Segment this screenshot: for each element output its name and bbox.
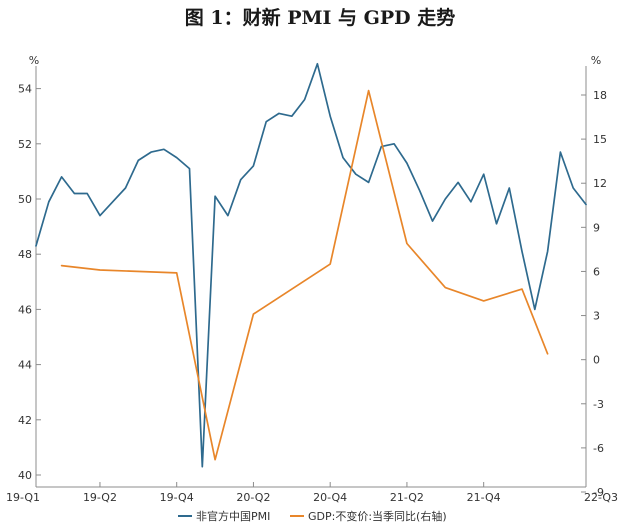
left-tick-label: 46	[18, 303, 32, 316]
right-tick-label: 9	[593, 221, 600, 234]
right-tick-label: 12	[593, 177, 607, 190]
series-layer	[35, 62, 587, 468]
x-tick-label: 19-Q4	[160, 491, 194, 504]
right-tick-label: 18	[593, 89, 607, 102]
x-tick-label: 21-Q4	[467, 491, 501, 504]
legend-label-2: GDP:不变价:当季同比(右轴)	[308, 509, 447, 523]
x-tick-label: 22-Q3	[584, 491, 618, 504]
x-tick-label: 21-Q2	[390, 491, 424, 504]
left-tick-label: 42	[18, 414, 32, 427]
left-tick-label: 50	[18, 193, 32, 206]
left-tick-label: 40	[18, 469, 32, 482]
gdp-series-line	[60, 89, 549, 461]
x-tick-label: 19-Q2	[83, 491, 117, 504]
pmi-series-line	[35, 62, 587, 468]
right-tick-label: 0	[593, 354, 600, 367]
x-tick-label: 20-Q2	[236, 491, 270, 504]
right-tick-label: 3	[593, 310, 600, 323]
right-tick-label: -3	[593, 398, 604, 411]
x-tick-label: 20-Q4	[313, 491, 347, 504]
right-tick-label: -9	[593, 486, 604, 499]
right-axis-unit: %	[591, 54, 601, 67]
left-axis-unit: %	[29, 54, 39, 67]
chart-title: 图 1：财新 PMI 与 GPD 走势	[184, 7, 456, 29]
left-tick-label: 48	[18, 248, 32, 261]
legend: 非官方中国PMI GDP:不变价:当季同比(右轴)	[178, 509, 447, 523]
left-tick-label: 44	[18, 359, 32, 372]
axes: % % 40 42 44 46 48 50 52 54 -9 -6 -3 0 3 6 9 12 15 18 19-Q1 1…	[6, 54, 618, 504]
left-tick-label: 52	[18, 138, 32, 151]
right-tick-label: 15	[593, 133, 607, 146]
right-tick-label: 6	[593, 265, 600, 278]
x-tick-label: 19-Q1	[6, 491, 40, 504]
left-tick-label: 54	[18, 83, 32, 96]
legend-label-1: 非官方中国PMI	[196, 509, 270, 523]
right-tick-label: -6	[593, 442, 604, 455]
